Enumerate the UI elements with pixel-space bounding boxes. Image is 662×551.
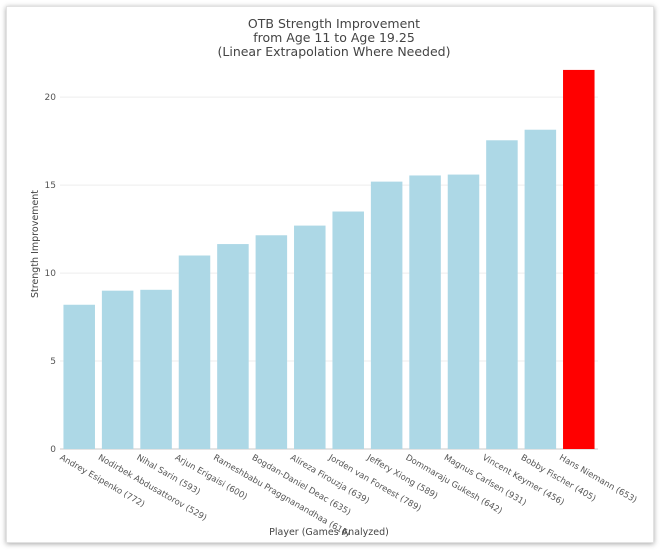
bar (370, 181, 403, 450)
bar (409, 175, 441, 449)
y-tick-label: 20 (45, 93, 57, 103)
bar (255, 235, 288, 449)
y-tick-label: 5 (50, 357, 56, 367)
y-axis-label: Strength Improvement (30, 190, 41, 298)
bar (294, 225, 326, 449)
bar (486, 140, 518, 449)
bars (63, 69, 595, 450)
bar (332, 211, 364, 449)
chart-subtitle-line-2: (Linear Extrapolation Where Needed) (218, 44, 451, 59)
bar (101, 290, 134, 449)
x-axis-label: Player (Games Analyzed) (269, 527, 389, 538)
y-axis-ticks: 0 5 10 15 20 (45, 93, 57, 455)
bar (524, 129, 557, 449)
bar (140, 289, 172, 449)
bar (178, 255, 211, 449)
chart-title: OTB Strength Improvement (248, 16, 420, 31)
y-tick-label: 0 (50, 445, 56, 455)
bar (63, 304, 95, 449)
bar (217, 244, 249, 449)
chart-subtitle-line-1: from Age 11 to Age 19.25 (253, 30, 415, 45)
bar (447, 174, 480, 449)
y-tick-label: 15 (45, 181, 56, 191)
bar (563, 69, 595, 450)
y-tick-label: 10 (45, 269, 57, 279)
